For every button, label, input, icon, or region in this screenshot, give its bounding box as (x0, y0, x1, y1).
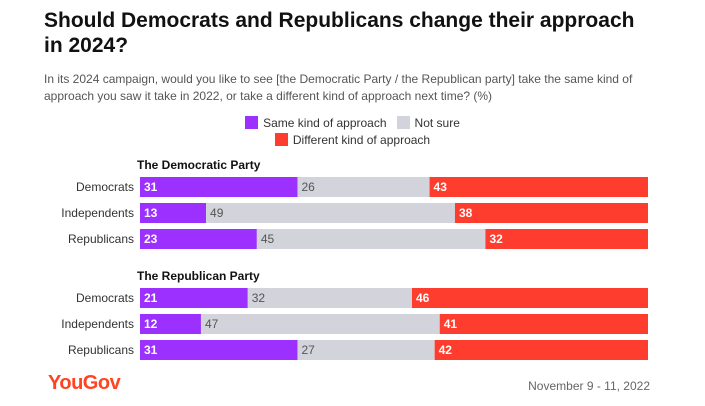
legend-item-different: Different kind of approach (274, 132, 431, 147)
data-label-different: 42 (439, 343, 453, 357)
data-label-same: 13 (144, 206, 158, 220)
legend-item-same: Same kind of approach (245, 115, 387, 130)
data-label-different: 43 (434, 180, 448, 194)
data-label-not-sure: 32 (252, 291, 266, 305)
bar-segment-different (429, 177, 648, 197)
data-label-same: 31 (144, 180, 158, 194)
bar-segment-not-sure (206, 203, 455, 223)
bar-segment-same (140, 177, 298, 197)
chart-subtitle: In its 2024 campaign, would you like to … (44, 72, 633, 103)
bar-segment-same (140, 340, 298, 360)
legend-swatch-different (274, 133, 288, 146)
data-label-different: 41 (444, 317, 458, 331)
bar-segment-different (411, 288, 648, 308)
bar-segment-not-sure (247, 288, 412, 308)
data-label-different: 32 (489, 232, 503, 246)
category-label: Democrats (76, 291, 134, 305)
legend-item-not-sure: Not sure (396, 115, 460, 130)
bar-segment-not-sure (256, 229, 486, 249)
bar-segment-not-sure (200, 314, 440, 334)
bar-segment-different (439, 314, 648, 334)
bar-segment-same (140, 314, 201, 334)
category-label: Republicans (68, 232, 134, 246)
legend-label-same: Same kind of approach (263, 115, 387, 130)
data-label-not-sure: 49 (210, 206, 224, 220)
bar-segment-not-sure (297, 340, 435, 360)
category-label: Democrats (76, 180, 134, 194)
group-title: The Republican Party (137, 269, 260, 283)
chart-title: Should Democrats and Republicans change … (44, 9, 635, 57)
category-label: Independents (61, 317, 134, 331)
bar-segment-different (434, 340, 648, 360)
bar-segment-same (140, 288, 248, 308)
legend-swatch-not-sure (396, 116, 410, 129)
data-label-same: 31 (144, 343, 158, 357)
legend-label-not-sure: Not sure (414, 115, 460, 130)
data-label-not-sure: 45 (261, 232, 275, 246)
data-label-same: 12 (144, 317, 158, 331)
survey-date: November 9 - 11, 2022 (528, 379, 650, 393)
data-label-same: 21 (144, 291, 158, 305)
category-label: Independents (61, 206, 134, 220)
category-label: Republicans (68, 343, 134, 357)
legend-swatch-same (245, 116, 259, 129)
bar-segment-different (485, 229, 648, 249)
data-label-not-sure: 47 (205, 317, 219, 331)
data-label-not-sure: 26 (301, 180, 315, 194)
data-label-not-sure: 27 (301, 343, 315, 357)
bar-segment-different (454, 203, 648, 223)
bar-segment-same (140, 229, 257, 249)
legend: Same kind of approach Not sure Different… (0, 114, 705, 148)
data-label-different: 38 (459, 206, 473, 220)
yougov-logo: YouGov (48, 372, 121, 394)
data-label-same: 23 (144, 232, 158, 246)
bar-segment-same (140, 203, 207, 223)
data-label-different: 46 (416, 291, 430, 305)
group-title: The Democratic Party (137, 158, 261, 172)
legend-label-different: Different kind of approach (292, 132, 431, 147)
bar-segment-not-sure (297, 177, 430, 197)
